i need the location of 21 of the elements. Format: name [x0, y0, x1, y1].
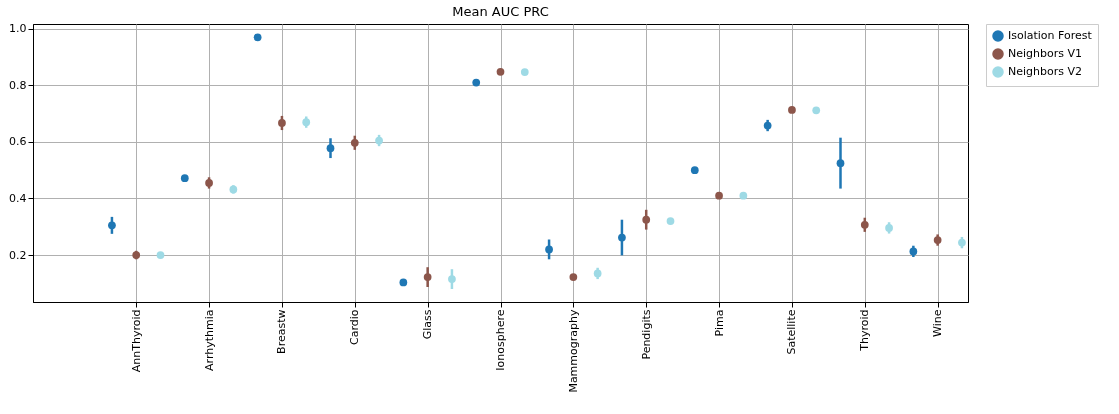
x-tick-label: Pima	[712, 309, 726, 337]
y-tick-label: 1.0	[9, 22, 27, 36]
legend-label: Neighbors V1	[1008, 47, 1082, 60]
x-tick-label: Wine	[931, 309, 945, 337]
x-tick-label: Glass	[421, 309, 435, 340]
x-tick-label: Arrhythmia	[202, 309, 216, 371]
x-tick-label: Thyroid	[858, 309, 872, 352]
y-tick-label: 0.2	[9, 248, 27, 262]
chart-title: Mean AUC PRC	[452, 3, 549, 19]
x-tick-label: Ionosphere	[494, 309, 507, 371]
y-tick-label: 0.4	[9, 191, 27, 205]
legend-label: Isolation Forest	[1008, 29, 1093, 42]
x-tick-label: AnnThyroid	[129, 309, 143, 373]
x-tick-label: Breastw	[275, 309, 289, 354]
x-tick-label: Satellite	[785, 309, 799, 355]
x-tick-label: Cardio	[348, 309, 362, 346]
y-tick-label: 0.8	[9, 78, 27, 92]
x-tick-label: Mammography	[566, 309, 580, 393]
y-tick-label: 0.6	[9, 135, 27, 149]
legend-label: Neighbors V2	[1008, 65, 1082, 78]
x-tick-label: Pendigits	[639, 309, 653, 360]
